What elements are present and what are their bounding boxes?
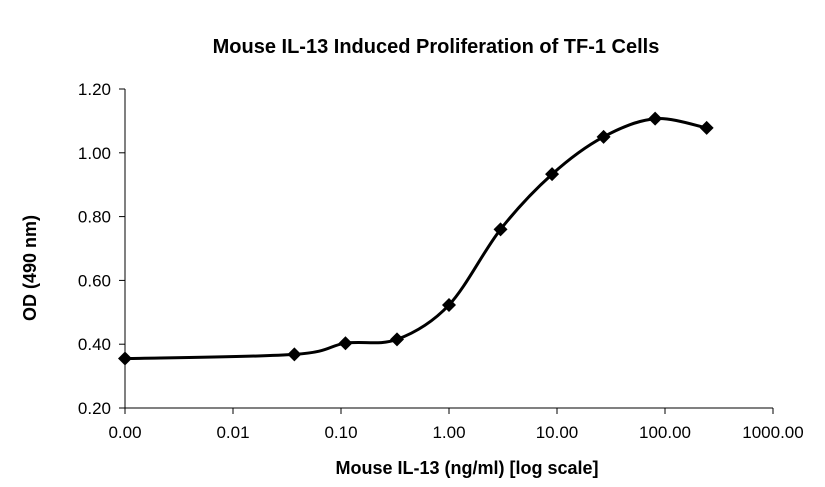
y-tick-label: 0.60	[78, 271, 111, 290]
data-point	[699, 120, 714, 135]
data-point	[493, 222, 508, 237]
data-point	[442, 297, 456, 312]
x-tick-label: 1000.00	[742, 423, 803, 442]
series-line	[124, 117, 707, 361]
y-tick-label: 0.20	[78, 399, 111, 418]
x-tick-label: 0.10	[324, 423, 357, 442]
data-points	[118, 111, 714, 366]
data-point	[389, 332, 404, 347]
y-axis-label: OD (490 nm)	[20, 215, 40, 321]
data-point	[545, 167, 560, 182]
y-tick-labels: 0.20 0.40 0.60 0.80 1.00 1.20	[78, 80, 125, 418]
x-tick-label: 100.00	[639, 423, 691, 442]
y-tick-label: 1.00	[78, 144, 111, 163]
x-axis-label: Mouse IL-13 (ng/ml) [log scale]	[335, 458, 598, 478]
y-tick-label: 0.80	[78, 208, 111, 227]
data-point	[648, 111, 663, 126]
axes	[124, 89, 773, 409]
x-tick-labels: 0.00 0.01 0.10 1.00 10.00 100.00 1000.00	[108, 408, 804, 442]
x-tick-label: 0.00	[108, 423, 141, 442]
x-tick-label: 10.00	[536, 423, 579, 442]
x-tick-label: 0.01	[216, 423, 249, 442]
data-point	[338, 336, 353, 351]
data-point	[287, 347, 302, 362]
y-tick-label: 1.20	[78, 80, 111, 99]
data-point	[596, 129, 611, 144]
chart-title: Mouse IL-13 Induced Proliferation of TF-…	[213, 36, 660, 58]
y-tick-label: 0.40	[78, 335, 111, 354]
x-tick-label: 1.00	[432, 423, 465, 442]
data-point	[118, 351, 132, 366]
